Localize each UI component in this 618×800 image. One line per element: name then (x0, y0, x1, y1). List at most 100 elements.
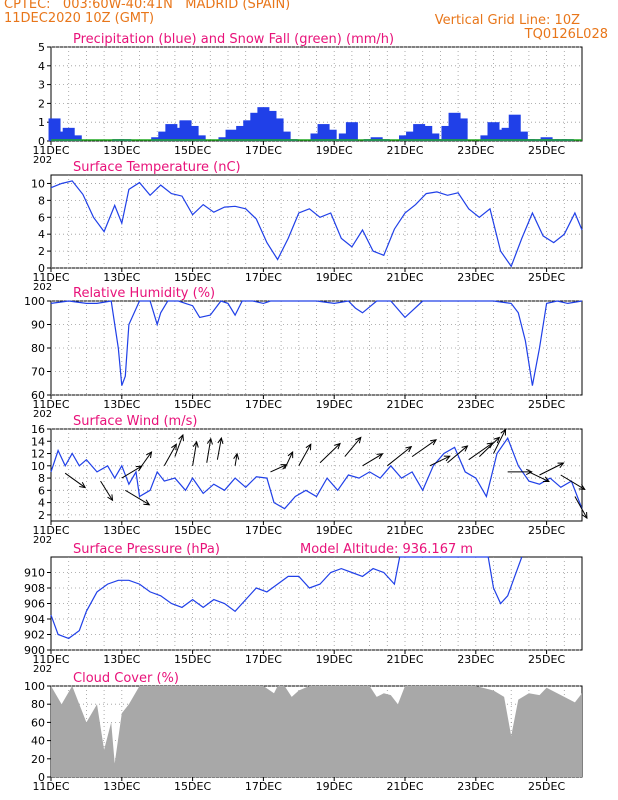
panel-frame (50, 46, 583, 142)
precip-bar (193, 135, 206, 141)
wind-arrow-head (443, 455, 451, 462)
wind-arrow (174, 434, 184, 457)
precip-bar (278, 131, 291, 141)
header-station: CPTEC: 003:60W-40:41N MADRID (SPAIN) (4, 0, 291, 12)
precip-bar (480, 135, 493, 141)
rh-line (50, 300, 583, 386)
wind-arrow-head (206, 437, 213, 445)
x-tick-label: 11DEC (32, 144, 69, 157)
y-tick-label: 100 (24, 680, 45, 693)
y-tick-label: 902 (24, 629, 45, 642)
wind-arrow (574, 496, 588, 519)
x-tick-label: 15DEC (174, 653, 211, 666)
wind-arrow-head (287, 451, 294, 459)
wind-arrow (206, 438, 212, 463)
header-model-code: TQ0126L028 (524, 27, 608, 42)
year-fragment: 202 (33, 664, 52, 675)
precip-bar (324, 129, 337, 141)
y-tick-label: 4 (38, 228, 45, 241)
x-tick-label: 13DEC (103, 653, 140, 666)
y-tick-label: 1 (38, 116, 45, 129)
y-tick-label: 90 (31, 319, 45, 332)
precip-bar (370, 137, 383, 141)
x-tick-label: 11DEC (32, 398, 69, 411)
wind-arrow (284, 451, 294, 470)
x-tick-label: 19DEC (316, 653, 353, 666)
wind-arrow (362, 453, 383, 467)
wind-arrow (64, 472, 86, 488)
x-tick-label: 13DEC (103, 398, 140, 411)
x-tick-label: 15DEC (174, 144, 211, 157)
x-tick-label: 13DEC (103, 271, 140, 284)
panel-title: Surface Wind (m/s) (73, 414, 197, 429)
wind-arrow-head (486, 442, 494, 449)
y-tick-label: 4 (38, 60, 45, 73)
x-tick-label: 21DEC (386, 780, 423, 793)
wind-arrow (344, 437, 362, 457)
panel-press (47, 556, 583, 654)
y-tick-label: 2 (38, 97, 45, 110)
wind-arrow (539, 462, 564, 476)
precip-bar (427, 133, 440, 141)
year-fragment: 202 (33, 535, 52, 546)
y-tick-label: 80 (31, 698, 45, 711)
wind-arrow-head (79, 482, 87, 489)
x-tick-label: 19DEC (316, 144, 353, 157)
x-tick-label: 25DEC (528, 780, 565, 793)
y-tick-label: 3 (38, 79, 45, 92)
wind-arrow (560, 474, 586, 490)
panel-title: Surface Pressure (hPa) (73, 542, 220, 557)
year-fragment: 202 (33, 155, 52, 166)
wind-arrow-head (405, 445, 413, 453)
y-tick-label: 0 (38, 262, 45, 275)
precip-bar (225, 129, 238, 141)
year-fragment: 202 (33, 282, 52, 293)
panel-precip (47, 46, 583, 145)
wind-arrow (139, 451, 152, 470)
wind-arrow (386, 446, 412, 467)
wind-arrow (528, 471, 550, 482)
year-fragment: 202 (33, 409, 52, 420)
temp-line (50, 180, 583, 268)
wind-arrow-head (145, 451, 153, 459)
x-tick-label: 25DEC (528, 524, 565, 537)
x-tick-label: 21DEC (386, 653, 423, 666)
wind-arrow-head (500, 428, 507, 436)
x-tick-label: 11DEC (32, 271, 69, 284)
panel-frame (50, 556, 583, 651)
panel-cloud (47, 685, 583, 781)
x-tick-label: 17DEC (245, 780, 282, 793)
x-tick-label: 25DEC (528, 653, 565, 666)
precip-bar (218, 137, 231, 141)
wind-arrow-head (557, 462, 565, 469)
y-tick-label: 0 (38, 771, 45, 784)
y-tick-label: 5 (38, 41, 45, 54)
x-tick-label: 15DEC (174, 524, 211, 537)
wind-arrow (163, 443, 177, 467)
x-tick-label: 21DEC (386, 524, 423, 537)
x-tick-label: 19DEC (316, 780, 353, 793)
wind-arrow (216, 437, 222, 460)
header-grid-line: Vertical Grid Line: 10Z (434, 13, 580, 28)
y-tick-label: 10 (31, 460, 45, 473)
y-tick-label: 40 (31, 735, 45, 748)
wind-line (50, 436, 583, 510)
wind-arrow-head (542, 476, 550, 483)
y-tick-label: 12 (31, 448, 45, 461)
panel-title: Surface Temperature (nC) (73, 160, 241, 175)
precip-bar (62, 127, 75, 141)
precip-bar (69, 135, 82, 141)
precip-bar (338, 133, 351, 141)
x-tick-label: 19DEC (316, 524, 353, 537)
wind-arrow (429, 455, 450, 467)
wind-arrow-head (217, 436, 224, 444)
y-tick-label: 80 (31, 342, 45, 355)
panel-rh (47, 300, 583, 399)
y-tick-label: 2 (38, 509, 45, 522)
x-tick-label: 23DEC (457, 398, 494, 411)
wind-arrow-head (461, 445, 469, 452)
x-tick-label: 23DEC (457, 524, 494, 537)
x-tick-label: 15DEC (174, 780, 211, 793)
wind-arrow-head (107, 494, 114, 502)
wind-arrow-head (578, 484, 586, 490)
